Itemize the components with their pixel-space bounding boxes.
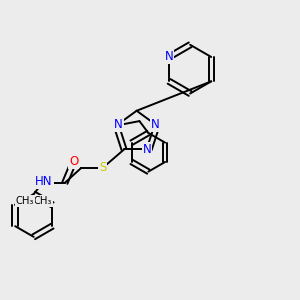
Text: N: N — [165, 50, 173, 64]
Text: CH₃: CH₃ — [15, 196, 34, 206]
Text: O: O — [69, 155, 78, 168]
Text: N: N — [151, 118, 160, 131]
Text: S: S — [99, 161, 106, 174]
Text: N: N — [114, 118, 123, 131]
Text: N: N — [142, 143, 151, 156]
Text: CH₃: CH₃ — [34, 196, 52, 206]
Text: HN: HN — [35, 175, 53, 188]
